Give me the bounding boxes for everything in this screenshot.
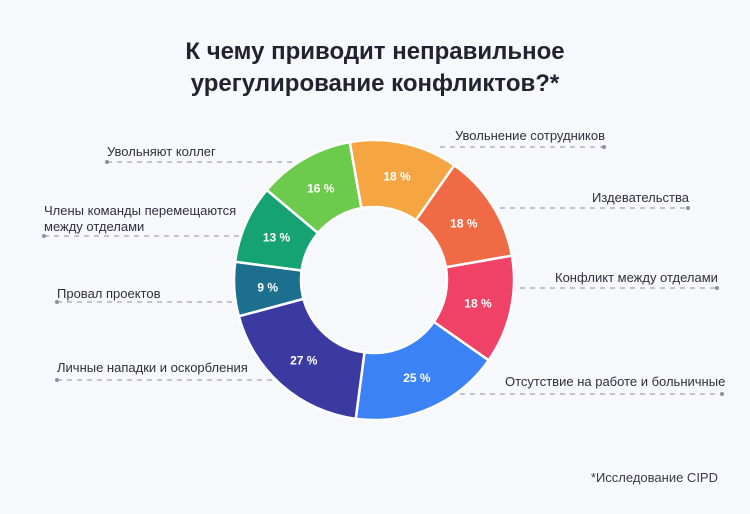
category-label: Провал проектов [57,286,161,301]
leader-dot [686,206,690,210]
slice-value-label: 25 % [403,371,431,385]
category-label: Увольнение сотрудников [455,128,605,143]
category-label: Конфликт между отделами [555,270,718,285]
footnote: *Исследование CIPD [590,470,718,485]
slice-value-label: 18 % [383,170,411,184]
slice-value-label: 13 % [263,231,291,245]
slice-value-label: 18 % [464,297,492,311]
slice-8 [264,140,363,235]
category-label: Издевательства [592,190,689,205]
slice-value-label: 18 % [450,216,478,230]
category-label: Увольняют коллег [107,144,216,159]
slice-value-label: 27 % [290,354,318,368]
slice-value-label: 9 % [257,280,278,294]
slice-value-label: 16 % [307,181,335,195]
title-line-1: К чему приводит неправильное [185,38,565,65]
leader-dot [715,286,719,290]
category-label: Личные нападки и оскорбления [57,360,248,375]
title-line-2: урегулирование конфликтов?* [190,70,560,97]
category-label: Члены команды перемещаются между отделами [44,203,237,234]
category-label: Отсутствие на работе и больничные [505,374,726,389]
chart-title: К чему приводит неправильное урегулирова… [0,36,750,100]
